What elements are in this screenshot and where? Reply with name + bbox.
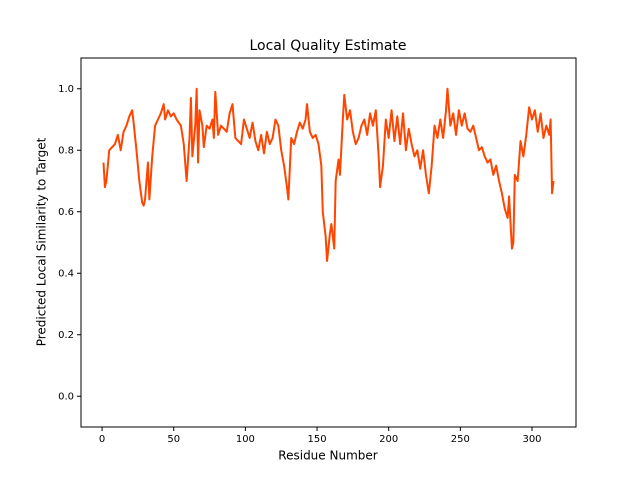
chart-title: Local Quality Estimate <box>249 38 406 54</box>
x-tick-label: 100 <box>236 434 255 445</box>
y-tick-label: 1.0 <box>58 84 74 95</box>
y-tick-label: 0.0 <box>58 391 74 402</box>
x-tick-label: 250 <box>451 434 470 445</box>
y-tick-label: 0.4 <box>58 268 74 279</box>
x-tick-label: 0 <box>99 434 105 445</box>
x-tick-label: 150 <box>307 434 326 445</box>
x-axis-label: Residue Number <box>278 449 377 463</box>
y-tick-label: 0.2 <box>58 330 74 341</box>
x-tick-label: 200 <box>379 434 398 445</box>
x-tick-label: 50 <box>167 434 180 445</box>
x-tick-label: 300 <box>522 434 541 445</box>
data-line <box>102 87 555 262</box>
y-axis-label: Predicted Local Similarity to Target <box>35 137 49 346</box>
y-tick-label: 0.6 <box>58 207 74 218</box>
plot-frame <box>80 57 577 428</box>
y-tick-label: 0.8 <box>58 145 74 156</box>
